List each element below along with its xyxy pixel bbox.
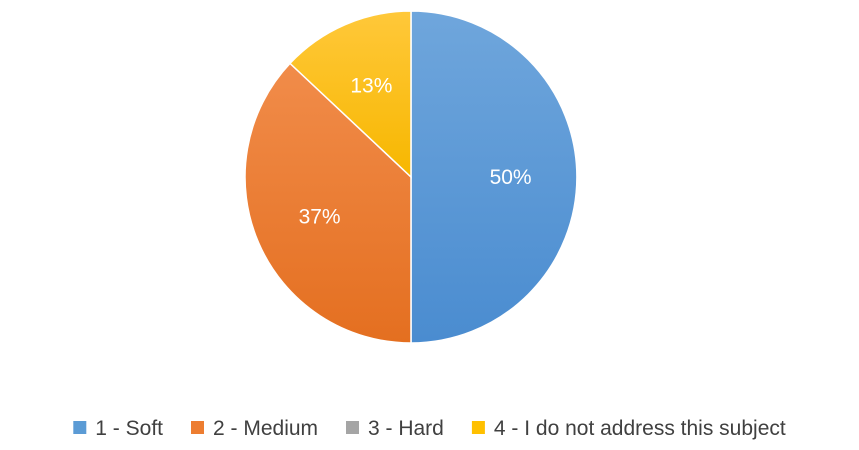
legend-label-2-medium: 2 - Medium — [213, 417, 318, 440]
legend-label-4-i-do-not-address-this-subject: 4 - I do not address this subject — [494, 417, 786, 440]
legend-item-3-hard: 3 - Hard — [346, 417, 444, 440]
data-label-4-i-do-not-address-this-subject: 13% — [350, 75, 392, 98]
legend-swatch-4-i-do-not-address-this-subject — [471, 421, 485, 434]
pie-slice-4-i-do-not-address-this-subject — [288, 10, 412, 179]
pie-slice-1-soft — [410, 10, 578, 344]
chart-legend: 1 - Soft 2 - Medium 3 - Hard 4 - I do not a… — [73, 417, 786, 440]
legend-swatch-1-soft — [73, 421, 87, 434]
legend-swatch-2-medium — [191, 421, 204, 434]
pie-slices — [244, 10, 578, 344]
legend-item-4-i-do-not-address-this-subject: 4 - I do not address this subject — [471, 417, 786, 440]
data-label-1-soft: 50% — [490, 166, 532, 189]
pie-data-labels: 50% 37% 13% — [299, 75, 532, 229]
data-label-2-medium: 37% — [299, 206, 341, 229]
legend-swatch-3-hard — [346, 421, 359, 434]
legend-item-1-soft: 1 - Soft — [73, 417, 163, 440]
legend-item-2-medium: 2 - Medium — [191, 417, 318, 440]
legend-label-1-soft: 1 - Soft — [95, 417, 163, 440]
pie-slice-2-medium — [244, 62, 412, 344]
legend-label-3-hard: 3 - Hard — [368, 417, 444, 440]
